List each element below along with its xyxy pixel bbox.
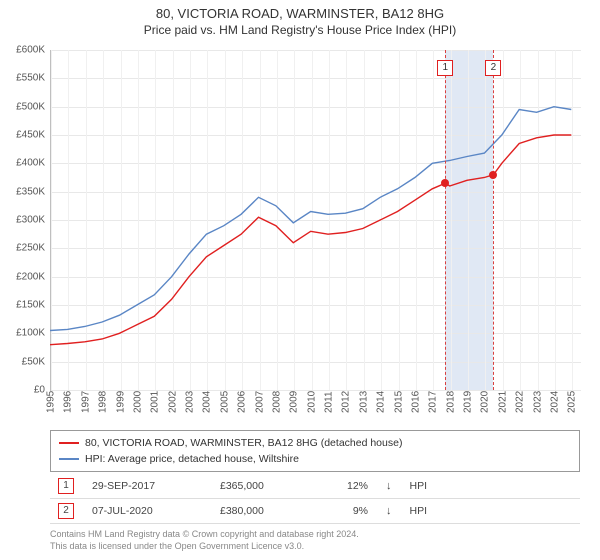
- x-tick-label: 2022: [515, 391, 526, 413]
- legend: 80, VICTORIA ROAD, WARMINSTER, BA12 8HG …: [50, 430, 580, 472]
- x-tick-label: 1997: [80, 391, 91, 413]
- y-tick-label: £50K: [1, 356, 45, 367]
- y-tick-label: £150K: [1, 300, 45, 311]
- down-arrow-icon: ↓: [386, 480, 392, 492]
- y-tick-label: £450K: [1, 130, 45, 141]
- x-tick-label: 2020: [480, 391, 491, 413]
- legend-item-property: 80, VICTORIA ROAD, WARMINSTER, BA12 8HG …: [59, 435, 571, 451]
- sale-vs: HPI: [410, 480, 428, 492]
- legend-swatch: [59, 458, 79, 460]
- footer-line: Contains HM Land Registry data © Crown c…: [50, 528, 580, 540]
- x-tick-label: 2005: [219, 391, 230, 413]
- y-tick-label: £500K: [1, 101, 45, 112]
- sale-marker-box: 1: [437, 60, 453, 76]
- x-tick-label: 2018: [445, 391, 456, 413]
- x-tick-label: 2010: [306, 391, 317, 413]
- chart-area: £0£50K£100K£150K£200K£250K£300K£350K£400…: [50, 50, 580, 390]
- sale-dot: [489, 171, 497, 179]
- sale-date: 29-SEP-2017: [92, 480, 202, 492]
- x-tick-label: 1999: [115, 391, 126, 413]
- titles: 80, VICTORIA ROAD, WARMINSTER, BA12 8HG …: [0, 0, 600, 37]
- x-tick-label: 2014: [376, 391, 387, 413]
- x-tick-label: 2012: [341, 391, 352, 413]
- sale-date: 07-JUL-2020: [92, 505, 202, 517]
- sale-vs: HPI: [410, 505, 428, 517]
- y-tick-label: £600K: [1, 45, 45, 56]
- sale-dot: [441, 179, 449, 187]
- x-tick-label: 2001: [150, 391, 161, 413]
- x-tick-label: 2004: [202, 391, 213, 413]
- y-tick-label: £0: [1, 385, 45, 396]
- y-tick-label: £350K: [1, 186, 45, 197]
- x-tick-label: 2009: [289, 391, 300, 413]
- y-tick-label: £550K: [1, 73, 45, 84]
- legend-swatch: [59, 442, 79, 444]
- x-tick-label: 2007: [254, 391, 265, 413]
- sales-row: 2 07-JUL-2020 £380,000 9% ↓ HPI: [50, 499, 580, 524]
- sale-vline: [445, 50, 446, 390]
- x-tick-label: 2016: [410, 391, 421, 413]
- y-tick-label: £400K: [1, 158, 45, 169]
- x-tick-label: 2003: [185, 391, 196, 413]
- chart-subtitle: Price paid vs. HM Land Registry's House …: [0, 23, 600, 37]
- sale-price: £380,000: [220, 505, 310, 517]
- x-tick-label: 1995: [46, 391, 57, 413]
- sales-row: 1 29-SEP-2017 £365,000 12% ↓ HPI: [50, 474, 580, 499]
- sale-pct: 9%: [328, 505, 368, 517]
- chart-card: 80, VICTORIA ROAD, WARMINSTER, BA12 8HG …: [0, 0, 600, 560]
- x-tick-label: 2008: [271, 391, 282, 413]
- sale-marker-box: 2: [485, 60, 501, 76]
- down-arrow-icon: ↓: [386, 505, 392, 517]
- x-tick-label: 2000: [132, 391, 143, 413]
- x-tick-label: 1998: [98, 391, 109, 413]
- sale-pct: 12%: [328, 480, 368, 492]
- x-tick-label: 2017: [428, 391, 439, 413]
- legend-label: 80, VICTORIA ROAD, WARMINSTER, BA12 8HG …: [85, 435, 402, 451]
- sales-table: 1 29-SEP-2017 £365,000 12% ↓ HPI 2 07-JU…: [50, 474, 580, 524]
- sale-vline: [493, 50, 494, 390]
- y-tick-label: £200K: [1, 271, 45, 282]
- x-tick-label: 2013: [358, 391, 369, 413]
- footer-attribution: Contains HM Land Registry data © Crown c…: [50, 528, 580, 552]
- x-tick-label: 2006: [237, 391, 248, 413]
- sale-index-box: 2: [58, 503, 74, 519]
- sale-index-box: 1: [58, 478, 74, 494]
- legend-item-hpi: HPI: Average price, detached house, Wilt…: [59, 451, 571, 467]
- footer-line: This data is licensed under the Open Gov…: [50, 540, 580, 552]
- x-tick-label: 2011: [324, 391, 335, 413]
- x-tick-label: 2019: [463, 391, 474, 413]
- line-series-svg: [50, 50, 580, 390]
- x-tick-label: 1996: [63, 391, 74, 413]
- y-tick-label: £100K: [1, 328, 45, 339]
- y-tick-label: £300K: [1, 215, 45, 226]
- x-tick-label: 2025: [567, 391, 578, 413]
- x-tick-label: 2021: [497, 391, 508, 413]
- sale-price: £365,000: [220, 480, 310, 492]
- x-tick-label: 2023: [532, 391, 543, 413]
- x-tick-label: 2024: [549, 391, 560, 413]
- y-tick-label: £250K: [1, 243, 45, 254]
- x-tick-label: 2002: [167, 391, 178, 413]
- legend-label: HPI: Average price, detached house, Wilt…: [85, 451, 299, 467]
- chart-title: 80, VICTORIA ROAD, WARMINSTER, BA12 8HG: [0, 6, 600, 21]
- x-tick-label: 2015: [393, 391, 404, 413]
